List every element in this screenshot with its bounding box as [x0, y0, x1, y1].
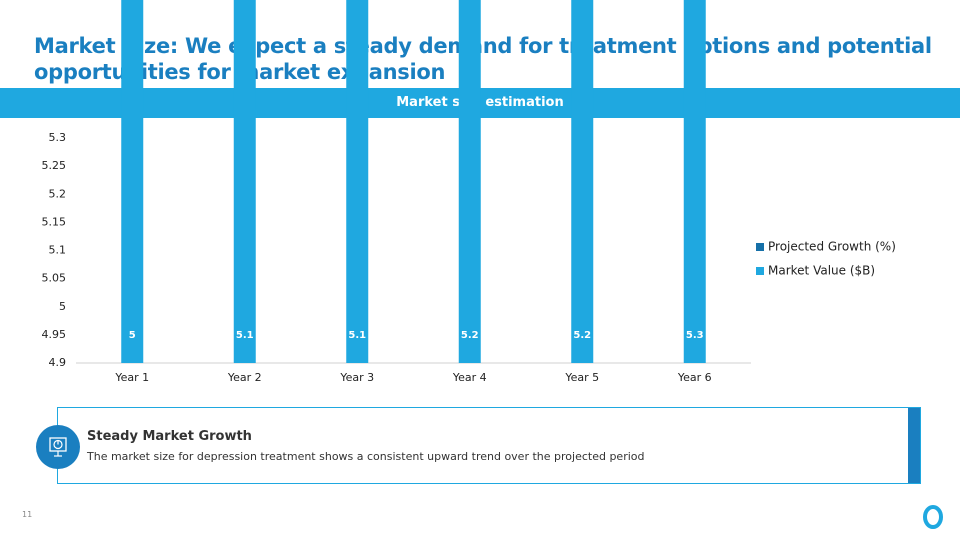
x-tick-label: Year 6 [677, 371, 712, 384]
y-tick-label: 5.15 [42, 215, 67, 228]
x-tick-label: Year 5 [564, 371, 599, 384]
bar-segment [121, 0, 144, 363]
legend-swatch [756, 243, 764, 251]
callout-accent [908, 408, 920, 483]
x-tick-label: Year 3 [339, 371, 374, 384]
y-tick-label: 4.9 [49, 356, 67, 369]
x-tick-label: Year 4 [452, 371, 487, 384]
y-tick-label: 5 [59, 300, 66, 313]
logo [923, 505, 943, 529]
data-label: 5.2 [461, 330, 479, 341]
bar-segment [346, 0, 369, 363]
legend-label: Projected Growth (%) [768, 240, 896, 254]
y-tick-label: 5.25 [42, 159, 67, 172]
bar-segment [683, 0, 706, 363]
callout: Steady Market Growth The market size for… [36, 407, 921, 484]
data-label: 5 [129, 330, 136, 341]
data-label: 5.1 [236, 330, 254, 341]
data-label: 5.2 [573, 330, 591, 341]
x-tick-label: Year 2 [227, 371, 262, 384]
icon-graphic [49, 437, 67, 457]
data-label: 5.3 [686, 330, 704, 341]
callout-icon [36, 425, 80, 469]
y-tick-label: 4.95 [42, 328, 67, 341]
y-tick-label: 5.2 [49, 187, 67, 200]
legend-swatch [756, 267, 764, 275]
bar-segment [233, 0, 256, 363]
bar-segment [458, 0, 481, 363]
x-tick-label: Year 1 [114, 371, 149, 384]
data-label: 5.1 [348, 330, 366, 341]
y-tick-label: 5.05 [42, 272, 67, 285]
y-tick-label: 5.1 [49, 244, 67, 257]
bar-segment [571, 0, 594, 363]
legend-label: Market Value ($B) [768, 264, 875, 278]
callout-heading: Steady Market Growth [87, 429, 252, 444]
page-number: 11 [22, 510, 33, 519]
callout-text: The market size for depression treatment… [87, 450, 645, 463]
y-tick-label: 5.3 [49, 131, 67, 144]
